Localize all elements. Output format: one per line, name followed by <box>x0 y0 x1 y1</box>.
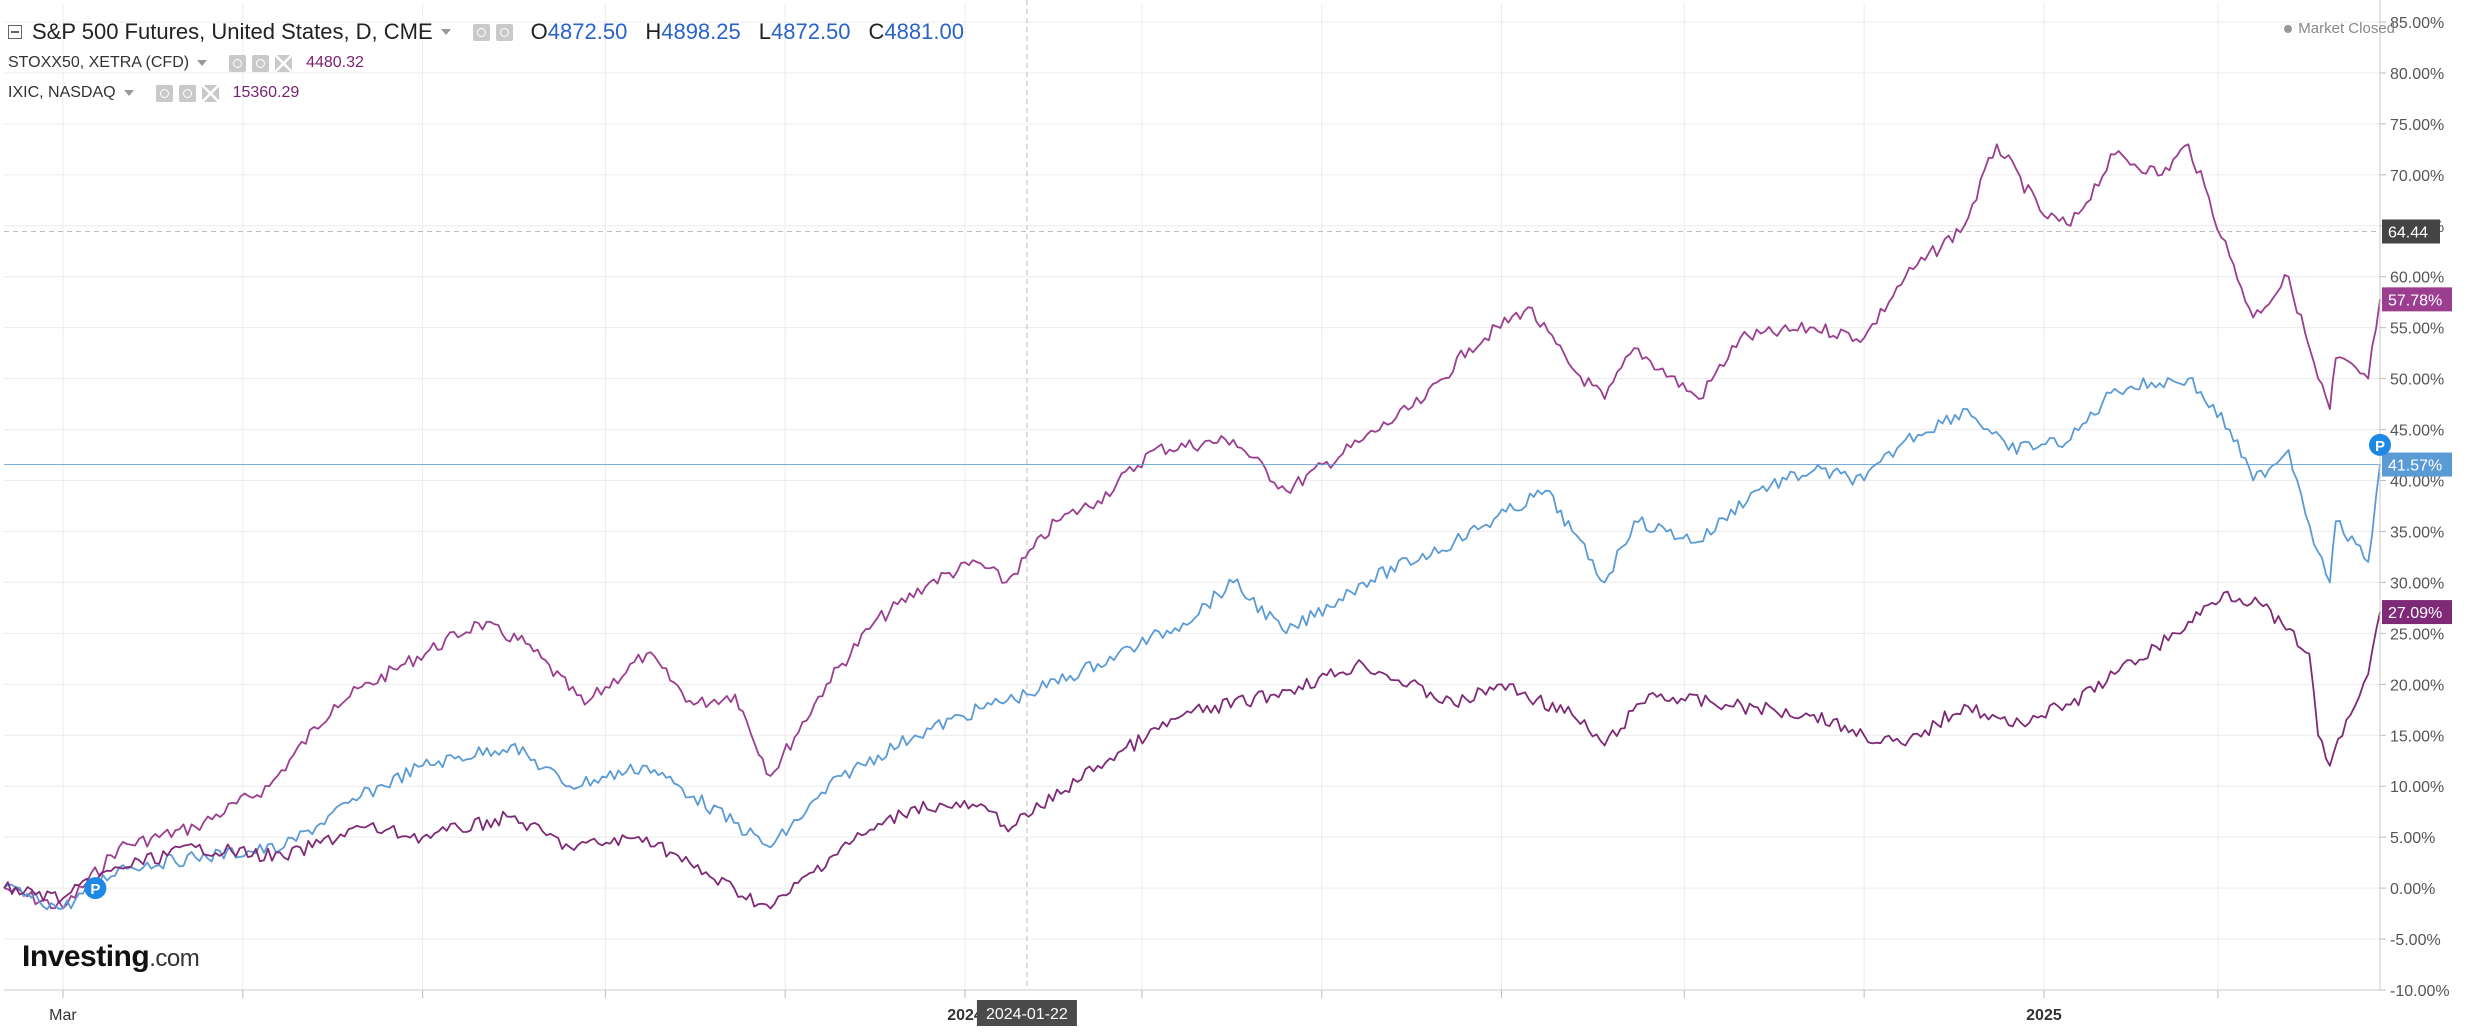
crosshair-value-badge <box>2382 219 2440 244</box>
overlay-legend-stoxx: STOXX50, XETRA (CFD) 4480.32 <box>8 48 964 78</box>
y-tick-label: 0.00% <box>2390 881 2435 898</box>
y-tick-label: 25.00% <box>2390 626 2444 643</box>
last-value-label-stoxx: 27.09% <box>2388 605 2442 622</box>
chevron-down-icon[interactable] <box>440 29 451 35</box>
last-value-label-ixic: 57.78% <box>2388 292 2442 309</box>
y-tick-label: 60.00% <box>2390 270 2444 287</box>
dividend-marker-icon <box>2369 433 2391 456</box>
status-dot-icon <box>2284 25 2293 34</box>
collapse-legend-icon[interactable] <box>8 25 22 39</box>
axes: 85.00%80.00%75.00%70.00%65.00%60.00%55.0… <box>4 0 2450 1024</box>
y-tick-label: 40.00% <box>2390 474 2444 491</box>
visibility-icon[interactable] <box>472 23 490 41</box>
logo-text: Investing <box>22 940 150 973</box>
x-tick-label: 2025 <box>2026 1007 2062 1024</box>
y-tick-label: 75.00% <box>2390 117 2444 134</box>
y-tick-label: 20.00% <box>2390 677 2444 694</box>
settings-icon[interactable] <box>252 54 270 72</box>
y-tick-label: 15.00% <box>2390 728 2444 745</box>
dividend-marker-letter: P <box>2375 438 2385 455</box>
crosshair-date-badge <box>976 1000 1077 1026</box>
ohlc-value: 4872.50 <box>547 19 628 44</box>
settings-icon[interactable] <box>178 84 196 102</box>
close-icon[interactable] <box>275 54 293 72</box>
y-tick-label: -5.00% <box>2390 932 2441 949</box>
chevron-down-icon[interactable] <box>123 90 134 96</box>
ohlc-value: 4898.25 <box>661 19 741 44</box>
y-tick-label: 45.00% <box>2390 423 2444 440</box>
last-value-badge-spx <box>2382 452 2452 477</box>
y-tick-label: 10.00% <box>2390 779 2444 796</box>
ohlc-key: L <box>758 19 771 44</box>
last-value-badge-ixic <box>2382 287 2452 312</box>
y-tick-label: 55.00% <box>2390 321 2444 338</box>
series-lines <box>3 143 2381 911</box>
dividend-marker-letter: P <box>90 881 100 898</box>
ohlc-low: L4872.50 <box>759 19 851 45</box>
overlay-name[interactable]: IXIC, NASDAQ <box>8 84 116 101</box>
market-status-text: Market Closed <box>2298 20 2395 37</box>
overlay-tools <box>150 84 219 102</box>
market-status: Market Closed <box>2284 20 2395 37</box>
visibility-icon[interactable] <box>155 84 173 102</box>
main-symbol-title[interactable]: S&P 500 Futures, United States, D, CME <box>32 19 433 44</box>
main-symbol-legend: S&P 500 Futures, United States, D, CME O… <box>8 16 964 48</box>
ohlc-key: H <box>645 19 662 44</box>
crosshair-date-label: 2024-01-22 <box>986 1006 1068 1023</box>
crosshair-value-label: 64.44 <box>2388 224 2428 241</box>
series-line-spx <box>3 377 2381 911</box>
ohlc-value: 4881.00 <box>884 19 964 44</box>
series-line-ixic <box>3 143 2381 910</box>
overlay-value: 4480.32 <box>306 54 364 71</box>
settings-icon[interactable] <box>495 23 513 41</box>
y-tick-label: 35.00% <box>2390 524 2444 541</box>
ohlc-values: O4872.50 H4898.25 L4872.50 C4881.00 <box>531 19 964 45</box>
chart-legend: S&P 500 Futures, United States, D, CME O… <box>8 16 964 108</box>
main-symbol-tools <box>467 23 513 41</box>
ohlc-high: H4898.25 <box>645 19 740 45</box>
investing-logo: Investing.com <box>22 940 200 974</box>
y-tick-label: 30.00% <box>2390 575 2444 592</box>
y-tick-label: -10.00% <box>2390 983 2450 1000</box>
y-tick-label: 70.00% <box>2390 168 2444 185</box>
last-value-label-spx: 41.57% <box>2388 458 2442 475</box>
close-icon[interactable] <box>201 84 219 102</box>
y-tick-label: 80.00% <box>2390 66 2444 83</box>
crosshair <box>4 0 2380 990</box>
x-tick-label: Mar <box>49 1007 77 1024</box>
chevron-down-icon[interactable] <box>197 60 208 66</box>
series-line-stoxx <box>3 590 2381 910</box>
y-tick-label: 50.00% <box>2390 372 2444 389</box>
y-tick-label: 85.00% <box>2390 15 2444 32</box>
overlay-tools <box>223 54 293 72</box>
visibility-icon[interactable] <box>229 54 247 72</box>
overlay-legend-ixic: IXIC, NASDAQ 15360.29 <box>8 78 964 108</box>
ohlc-close: C4881.00 <box>869 19 964 45</box>
y-tick-label: 5.00% <box>2390 830 2435 847</box>
markers: 2024-01-22 64.44 57.78% 41.57% 27.09% P P <box>84 219 2452 1026</box>
x-tick-label: 2024 <box>947 1007 983 1024</box>
ohlc-open: O4872.50 <box>531 19 628 45</box>
ohlc-key: O <box>530 19 548 44</box>
dividend-marker-icon <box>84 877 107 900</box>
ohlc-key: C <box>868 19 885 44</box>
logo-suffix: .com <box>149 945 200 972</box>
overlay-name[interactable]: STOXX50, XETRA (CFD) <box>8 54 190 71</box>
last-value-badge-stoxx <box>2382 600 2452 625</box>
overlay-value: 15360.29 <box>232 84 300 101</box>
ohlc-value: 4872.50 <box>771 19 851 44</box>
